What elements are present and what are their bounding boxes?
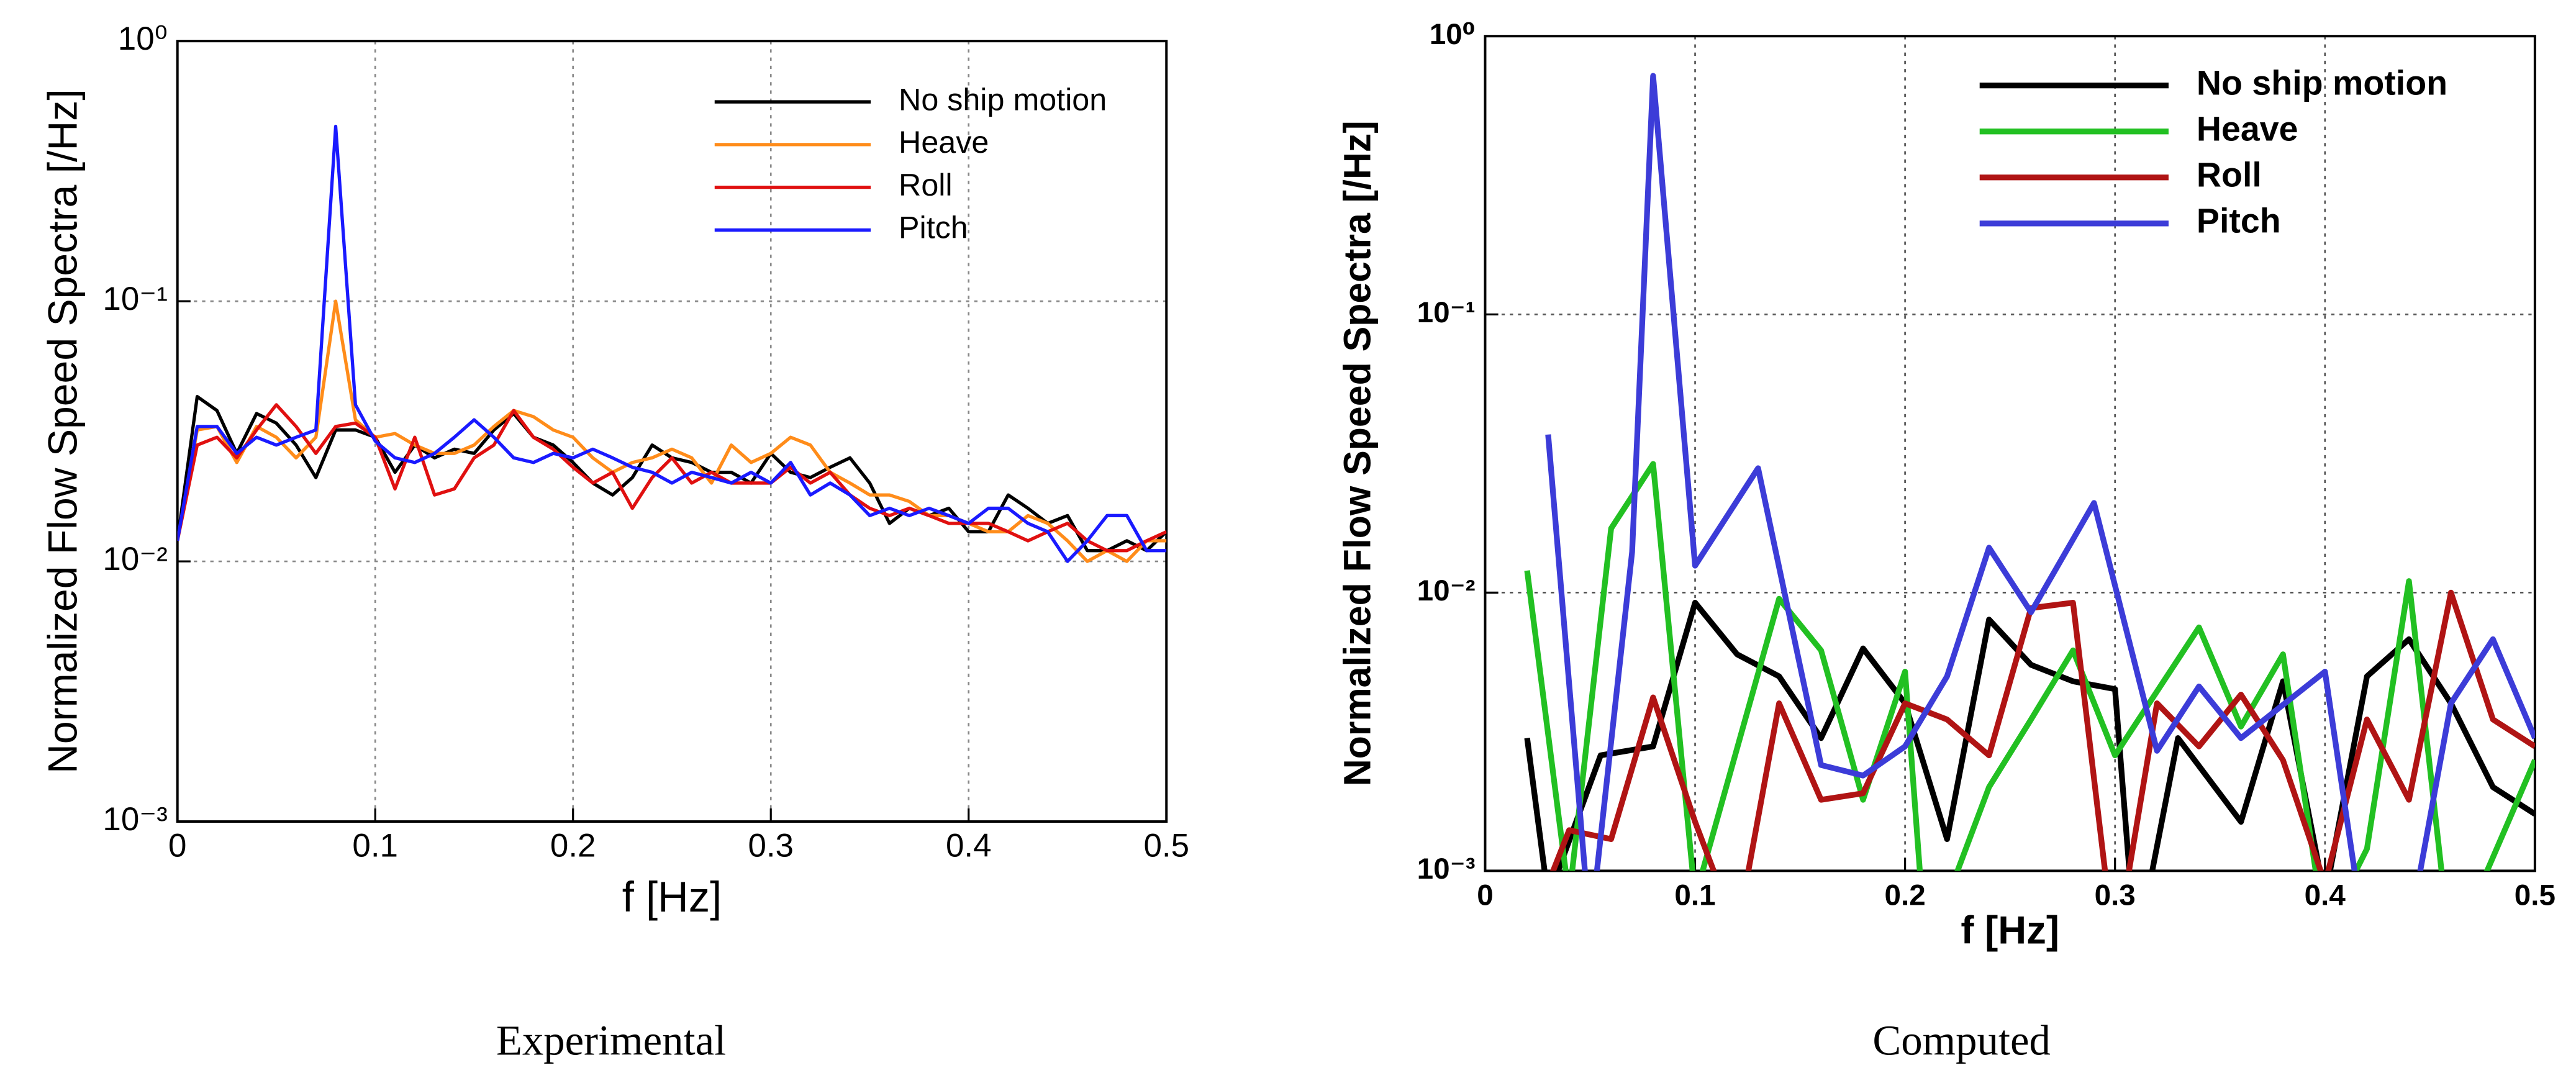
y-tick-label: 10⁻¹ [1417, 296, 1476, 329]
legend-label: No ship motion [2197, 63, 2447, 102]
plot-frame [1484, 35, 2536, 872]
legend-label: Heave [2197, 109, 2298, 148]
x-tick-label: 0.1 [352, 827, 398, 864]
series-line [177, 403, 1167, 553]
y-axis-label: Normalized Flow Speed Spectra [/Hz] [40, 89, 86, 774]
y-tick-label: 10⁻² [1417, 574, 1476, 607]
y-tick-label: 10⁻³ [102, 801, 167, 838]
series-line [1545, 73, 2535, 871]
x-tick-label: 0.1 [1674, 879, 1715, 912]
caption: Experimental [496, 1017, 726, 1064]
y-tick-label: 10⁻¹ [102, 281, 167, 317]
x-tick-label: 0 [1477, 879, 1493, 912]
legend-label: No ship motion [899, 82, 1107, 117]
x-tick-label: 0.4 [946, 827, 992, 864]
series-line [177, 299, 1167, 563]
y-tick-label: 10⁰ [1430, 18, 1476, 51]
x-axis-label: f [Hz] [622, 873, 722, 921]
x-axis-label: f [Hz] [1961, 909, 2059, 953]
y-tick-label: 10⁻³ [1417, 853, 1476, 885]
caption: Computed [1872, 1017, 2050, 1064]
y-axis-label: Normalized Flow Speed Spectra [/Hz] [1336, 120, 1378, 786]
series-line [1524, 599, 2535, 871]
x-tick-label: 0.4 [2305, 879, 2346, 912]
legend-label: Heave [899, 125, 989, 160]
legend-label: Pitch [2197, 202, 2281, 240]
legend-label: Roll [899, 168, 953, 202]
plot-frame [176, 40, 1168, 823]
series-line [177, 124, 1167, 563]
y-tick-label: 10⁻² [102, 541, 167, 577]
x-tick-label: 0 [168, 827, 186, 864]
series-line [177, 395, 1167, 553]
x-tick-label: 0.3 [748, 827, 794, 864]
x-tick-label: 0.2 [550, 827, 596, 864]
x-tick-label: 0.5 [1143, 827, 1189, 864]
x-tick-label: 0.3 [2095, 879, 2136, 912]
x-tick-label: 0.2 [1885, 879, 1926, 912]
legend-label: Roll [2197, 155, 2262, 194]
x-tick-label: 0.5 [2515, 879, 2556, 912]
legend-label: Pitch [899, 211, 968, 245]
series-line [1524, 461, 2535, 871]
y-tick-label: 10⁰ [118, 20, 168, 57]
